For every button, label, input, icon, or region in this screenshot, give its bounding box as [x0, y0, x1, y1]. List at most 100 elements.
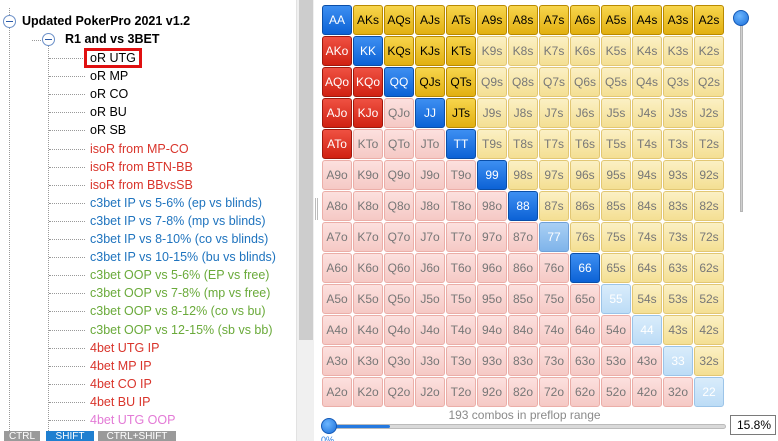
hand-cell-A2o[interactable]: A2o	[322, 377, 352, 407]
hand-cell-52o[interactable]: 52o	[601, 377, 631, 407]
hand-cell-T9s[interactable]: T9s	[477, 129, 507, 159]
hand-cell-J3s[interactable]: J3s	[663, 98, 693, 128]
hand-cell-Q4s[interactable]: Q4s	[632, 67, 662, 97]
hand-cell-72o[interactable]: 72o	[539, 377, 569, 407]
range-tree-panel[interactable]: Updated PokerPro 2021 v1.2 R1 and vs 3BE…	[0, 0, 314, 441]
hand-cell-Q5o[interactable]: Q5o	[384, 284, 414, 314]
hand-cell-T2s[interactable]: T2s	[694, 129, 724, 159]
hand-cell-J4o[interactable]: J4o	[415, 315, 445, 345]
hand-cell-K7o[interactable]: K7o	[353, 222, 383, 252]
hand-cell-Q5s[interactable]: Q5s	[601, 67, 631, 97]
hand-cell-96o[interactable]: 96o	[477, 253, 507, 283]
hand-cell-AKo[interactable]: AKo	[322, 36, 352, 66]
hand-cell-A5o[interactable]: A5o	[322, 284, 352, 314]
hand-cell-92o[interactable]: 92o	[477, 377, 507, 407]
hand-cell-44[interactable]: 44	[632, 315, 662, 345]
hand-cell-63s[interactable]: 63s	[663, 253, 693, 283]
splitter-grip-icon[interactable]	[315, 198, 318, 220]
hand-cell-KTs[interactable]: KTs	[446, 36, 476, 66]
hand-cell-98s[interactable]: 98s	[508, 160, 538, 190]
hand-cell-KQo[interactable]: KQo	[353, 67, 383, 97]
hand-cell-42o[interactable]: 42o	[632, 377, 662, 407]
hand-cell-T7s[interactable]: T7s	[539, 129, 569, 159]
hand-cell-84s[interactable]: 84s	[632, 191, 662, 221]
tree-item[interactable]: c3bet OOP vs 8-12% (co vs bu)	[90, 302, 266, 320]
hand-cell-J2o[interactable]: J2o	[415, 377, 445, 407]
hand-cell-Q2o[interactable]: Q2o	[384, 377, 414, 407]
hand-cell-KJs[interactable]: KJs	[415, 36, 445, 66]
hand-cell-76s[interactable]: 76s	[570, 222, 600, 252]
hand-cell-Q7s[interactable]: Q7s	[539, 67, 569, 97]
range-percent-slider-thumb[interactable]	[321, 418, 337, 434]
hand-cell-86s[interactable]: 86s	[570, 191, 600, 221]
hand-cell-33[interactable]: 33	[663, 346, 693, 376]
collapse-icon[interactable]	[3, 15, 16, 28]
hand-cell-82s[interactable]: 82s	[694, 191, 724, 221]
tree-item[interactable]: oR MP	[90, 67, 128, 85]
hand-cell-J3o[interactable]: J3o	[415, 346, 445, 376]
hand-cell-73s[interactable]: 73s	[663, 222, 693, 252]
hand-cell-74s[interactable]: 74s	[632, 222, 662, 252]
hand-cell-J9o[interactable]: J9o	[415, 160, 445, 190]
hand-cell-KJo[interactable]: KJo	[353, 98, 383, 128]
tree-item[interactable]: oR CO	[90, 85, 128, 103]
hand-cell-J5s[interactable]: J5s	[601, 98, 631, 128]
tree-item[interactable]: oR BU	[90, 103, 127, 121]
panel-splitter[interactable]	[314, 0, 320, 441]
hand-cell-Q3s[interactable]: Q3s	[663, 67, 693, 97]
tree-scrollbar[interactable]	[296, 0, 314, 441]
hand-cell-K4o[interactable]: K4o	[353, 315, 383, 345]
hand-cell-T3o[interactable]: T3o	[446, 346, 476, 376]
hand-cell-JJ[interactable]: JJ	[415, 98, 445, 128]
hand-cell-74o[interactable]: 74o	[539, 315, 569, 345]
hand-cell-73o[interactable]: 73o	[539, 346, 569, 376]
hand-cell-Q8o[interactable]: Q8o	[384, 191, 414, 221]
hand-cell-A9s[interactable]: A9s	[477, 5, 507, 35]
hand-cell-95o[interactable]: 95o	[477, 284, 507, 314]
hand-cell-A8o[interactable]: A8o	[322, 191, 352, 221]
hand-cell-98o[interactable]: 98o	[477, 191, 507, 221]
hand-cell-AQo[interactable]: AQo	[322, 67, 352, 97]
hand-cell-43s[interactable]: 43s	[663, 315, 693, 345]
tree-item[interactable]: oR SB	[90, 121, 126, 139]
hand-cell-K7s[interactable]: K7s	[539, 36, 569, 66]
hand-cell-Q8s[interactable]: Q8s	[508, 67, 538, 97]
collapse-icon[interactable]	[42, 33, 55, 46]
hand-cell-T4s[interactable]: T4s	[632, 129, 662, 159]
hand-cell-Q4o[interactable]: Q4o	[384, 315, 414, 345]
hand-cell-T5o[interactable]: T5o	[446, 284, 476, 314]
hand-cell-AKs[interactable]: AKs	[353, 5, 383, 35]
tree-item[interactable]: 4bet UTG IP	[90, 339, 159, 357]
hand-cell-88[interactable]: 88	[508, 191, 538, 221]
hand-cell-JTs[interactable]: JTs	[446, 98, 476, 128]
hand-cell-J2s[interactable]: J2s	[694, 98, 724, 128]
tree-item[interactable]: c3bet OOP vs 7-8% (mp vs free)	[90, 284, 270, 302]
hand-cell-A9o[interactable]: A9o	[322, 160, 352, 190]
hand-cell-84o[interactable]: 84o	[508, 315, 538, 345]
hand-cell-T5s[interactable]: T5s	[601, 129, 631, 159]
hand-cell-J7s[interactable]: J7s	[539, 98, 569, 128]
hand-cell-A6o[interactable]: A6o	[322, 253, 352, 283]
hand-cell-K3s[interactable]: K3s	[663, 36, 693, 66]
hand-cell-T6o[interactable]: T6o	[446, 253, 476, 283]
hand-cell-K8o[interactable]: K8o	[353, 191, 383, 221]
hand-cell-22[interactable]: 22	[694, 377, 724, 407]
hand-cell-97o[interactable]: 97o	[477, 222, 507, 252]
hand-cell-KTo[interactable]: KTo	[353, 129, 383, 159]
hand-cell-ATs[interactable]: ATs	[446, 5, 476, 35]
hand-cell-Q9o[interactable]: Q9o	[384, 160, 414, 190]
tree-root-label[interactable]: Updated PokerPro 2021 v1.2	[22, 14, 191, 28]
hand-cell-QTs[interactable]: QTs	[446, 67, 476, 97]
hand-cell-K5s[interactable]: K5s	[601, 36, 631, 66]
hand-cell-K3o[interactable]: K3o	[353, 346, 383, 376]
hand-cell-Q6s[interactable]: Q6s	[570, 67, 600, 97]
hand-cell-96s[interactable]: 96s	[570, 160, 600, 190]
hand-cell-43o[interactable]: 43o	[632, 346, 662, 376]
hand-cell-TT[interactable]: TT	[446, 129, 476, 159]
hand-cell-A3s[interactable]: A3s	[663, 5, 693, 35]
hand-cell-32s[interactable]: 32s	[694, 346, 724, 376]
hand-cell-85s[interactable]: 85s	[601, 191, 631, 221]
tree-item[interactable]: c3bet OOP vs 12-15% (sb vs bb)	[90, 321, 273, 339]
hand-cell-T3s[interactable]: T3s	[663, 129, 693, 159]
hand-cell-Q3o[interactable]: Q3o	[384, 346, 414, 376]
